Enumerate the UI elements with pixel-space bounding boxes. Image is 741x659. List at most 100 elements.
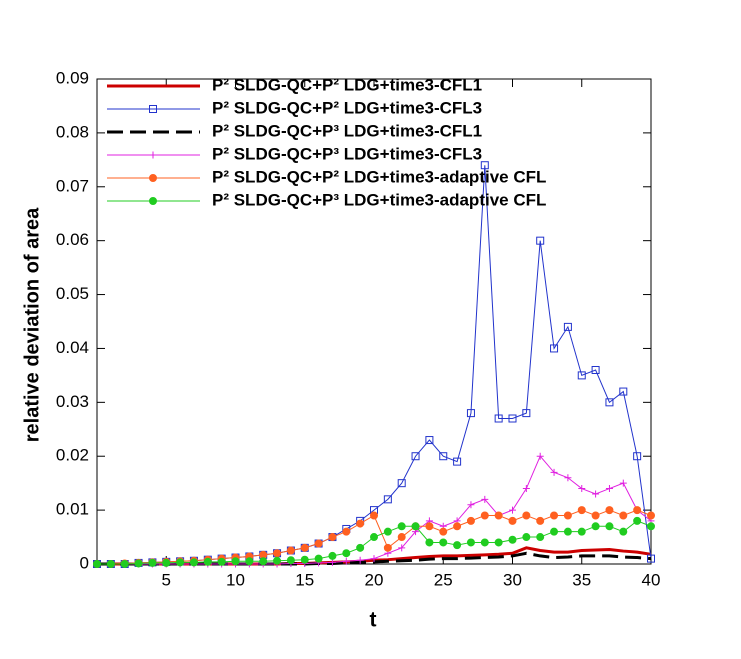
y-tick-label: 0.06 [56,230,89,249]
data-point [398,544,406,552]
data-point [286,556,295,565]
legend-marker [149,105,157,113]
data-point [328,551,337,560]
data-point [453,541,462,550]
data-point [356,543,365,552]
data-point [383,495,392,504]
data-point [647,554,655,563]
data-point [328,533,337,542]
y-tick-label: 0.03 [56,392,89,411]
data-point [259,557,268,566]
data-point [356,519,365,528]
data-point [591,511,600,520]
y-tick-label: 0 [80,553,89,572]
data-point [314,539,323,548]
data-point [633,452,642,461]
legend-label: P² SLDG-QC+P³ LDG+time3-CFL3 [212,144,482,163]
y-tick-label: 0.01 [56,500,89,519]
data-point [370,555,378,563]
series-line [97,165,652,565]
data-point [217,557,226,566]
y-tick-label: 0.05 [56,284,89,303]
data-point [397,533,406,542]
x-tick-label: 35 [572,570,591,589]
data-point [591,366,600,374]
x-tick-label: 25 [434,570,453,589]
y-tick-label: 0.09 [56,68,89,87]
legend-marker [149,197,157,205]
data-point [563,511,572,520]
data-point [439,452,448,461]
legend-marker [149,174,157,182]
data-point [508,535,517,544]
data-point [605,506,614,515]
x-tick-label: 15 [295,570,314,589]
data-point [536,516,545,525]
data-point [619,387,628,396]
data-point [550,527,559,536]
data-point [591,522,600,531]
data-point [522,511,531,520]
data-point [481,495,489,503]
data-point [605,398,614,407]
data-point [564,474,572,482]
data-point [522,533,531,542]
data-point [563,527,572,536]
legend-label: P² SLDG-QC+P³ LDG+time3-adaptive CFL [212,190,546,209]
legend-label: P² SLDG-QC+P² LDG+time3-adaptive CFL [212,167,546,186]
data-point [480,511,489,520]
data-point [439,538,448,547]
x-tick-label: 5 [162,570,171,589]
legend-label: P² SLDG-QC+P² LDG+time3-CFL3 [212,98,482,117]
data-point [134,559,143,568]
data-point [453,457,462,466]
data-point [411,452,420,461]
y-tick-label: 0.04 [56,338,89,357]
x-tick-label: 10 [226,570,245,589]
data-point [342,549,351,558]
data-point [647,511,655,520]
data-point [577,506,586,515]
data-point [189,558,198,567]
data-point [466,538,475,547]
data-point [619,527,628,536]
x-tick-label: 20 [365,570,384,589]
data-point [259,550,268,559]
data-point [397,479,406,488]
data-point [536,236,545,245]
data-point [605,522,614,531]
data-point [162,558,171,567]
data-point [300,555,309,564]
data-point [176,558,185,567]
data-point [466,409,475,418]
data-point [508,414,517,423]
data-point [273,556,282,565]
data-point [480,538,489,547]
data-point [342,527,351,536]
legend-label: P² SLDG-QC+P² LDG+time3-CFL1 [212,75,482,94]
y-tick-label: 0.08 [56,122,89,141]
data-point [300,543,309,552]
data-point [550,511,559,520]
data-point [550,344,559,353]
data-point [342,557,350,565]
data-point [245,557,254,566]
data-point [619,511,628,520]
data-point [509,506,516,514]
legend-label: P² SLDG-QC+P³ LDG+time3-CFL1 [212,121,482,140]
data-point [425,522,434,531]
data-point [466,516,475,525]
data-point [439,527,448,536]
data-point [522,485,530,493]
data-point [563,322,572,331]
data-point [647,522,655,531]
data-point [480,161,489,170]
data-point [370,533,378,542]
y-tick-label: 0.02 [56,446,89,465]
x-tick-label: 30 [503,570,522,589]
data-point [633,506,642,515]
legend-marker [149,151,157,159]
data-point [592,490,600,498]
